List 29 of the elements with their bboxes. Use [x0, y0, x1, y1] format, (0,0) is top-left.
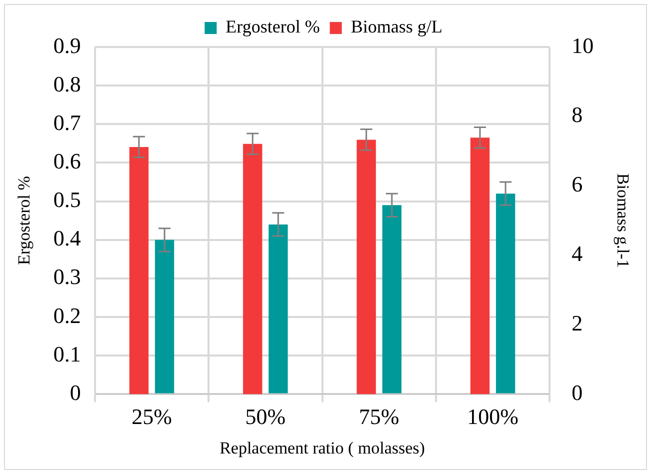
x-tick-label: 25% — [132, 404, 172, 430]
y-tick-label: 0.3 — [53, 264, 81, 290]
y-tick-label: 0 — [70, 380, 81, 405]
x-tick-label: 75% — [358, 404, 400, 430]
y2-tick-label: 4 — [572, 241, 583, 266]
bar — [268, 224, 288, 394]
y2-tick-label: 8 — [572, 102, 583, 128]
y-tick-label: 0.8 — [53, 71, 81, 96]
y-tick-label: 0.1 — [53, 341, 81, 366]
y-tick-label: 0.7 — [53, 110, 81, 135]
y-tick-label: 0.9 — [53, 32, 81, 58]
y2-axis-title: Biomass g.l-1 — [613, 173, 632, 268]
y-tick-label: 0.6 — [53, 148, 81, 174]
x-axis-title: Replacement ratio ( molasses) — [220, 438, 425, 458]
legend-label: Biomass g/L — [350, 16, 442, 37]
y-tick-label: 0.5 — [53, 187, 81, 212]
y2-tick-label: 6 — [572, 172, 583, 197]
y-tick-label: 0.2 — [53, 302, 81, 328]
y-tick-label: 0.4 — [53, 226, 81, 251]
bar — [496, 194, 516, 394]
legend-label: Ergosterol % — [226, 16, 320, 37]
y2-tick-label: 0 — [572, 380, 583, 405]
y2-tick-label: 10 — [572, 32, 594, 58]
y-axis-title: Ergosterol % — [14, 176, 34, 266]
x-tick-label: 100% — [467, 404, 518, 430]
x-tick-label: 50% — [245, 404, 286, 430]
y2-tick-label: 2 — [572, 310, 583, 336]
bar — [154, 240, 174, 394]
bar — [382, 205, 402, 394]
